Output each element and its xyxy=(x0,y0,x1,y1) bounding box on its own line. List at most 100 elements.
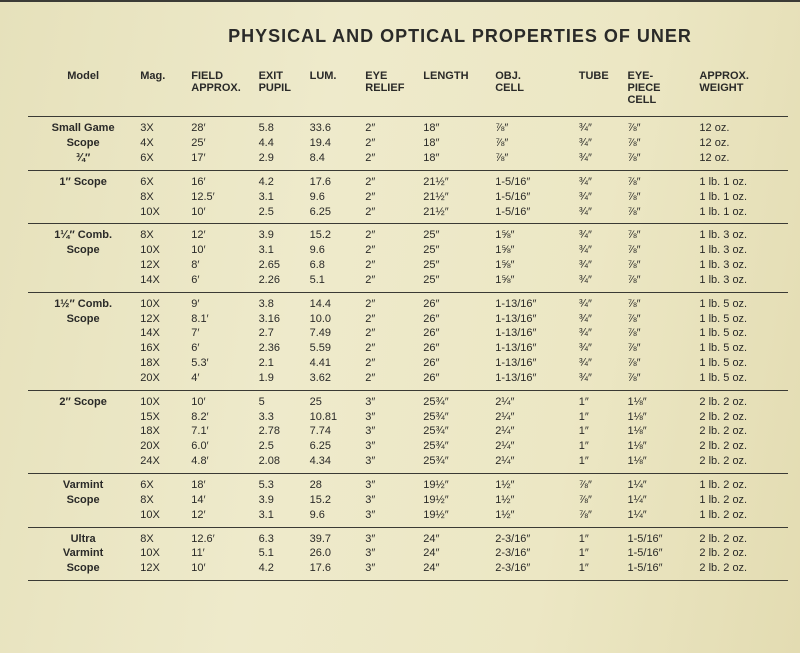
cell: 1 lb. 1 oz. xyxy=(697,170,788,189)
cell: 14.4 xyxy=(308,292,364,311)
cell: 26″ xyxy=(421,292,493,311)
cell: 18″ xyxy=(421,151,493,170)
model-line: Small Game xyxy=(30,121,136,136)
model-line: Ultra xyxy=(30,532,136,547)
table-row: 18X5.3′2.14.412″26″1-13/16″¾″⅞″1 lb. 5 o… xyxy=(28,356,788,371)
cell: 25″ xyxy=(421,258,493,273)
cell: 2¼″ xyxy=(493,390,577,409)
cell: 16′ xyxy=(189,170,256,189)
cell: 10.0 xyxy=(308,312,364,327)
cell: ¾″ xyxy=(577,170,626,189)
cell: 1-13/16″ xyxy=(493,341,577,356)
cell: 3″ xyxy=(363,493,421,508)
cell: 10′ xyxy=(189,561,256,580)
cell: 1″ xyxy=(577,561,626,580)
cell: 12.5′ xyxy=(189,190,256,205)
cell: 1½″ xyxy=(493,508,577,527)
cell: 3.62 xyxy=(308,371,364,390)
cell: 17.6 xyxy=(308,561,364,580)
model-cell: UltraVarmintScope xyxy=(28,527,138,581)
model-cell: VarmintScope xyxy=(28,474,138,528)
cell: 2″ xyxy=(363,371,421,390)
cell: 21½″ xyxy=(421,205,493,224)
cell: 10X xyxy=(138,508,189,527)
cell: ⅞″ xyxy=(493,136,577,151)
cell: ⅞″ xyxy=(625,273,697,292)
cell: 19½″ xyxy=(421,493,493,508)
cell: ¾″ xyxy=(577,312,626,327)
cell: 5 xyxy=(257,390,308,409)
cell: 1 lb. 3 oz. xyxy=(697,273,788,292)
col-obj: OBJ.CELL xyxy=(493,68,577,117)
cell: ¾″ xyxy=(577,371,626,390)
cell: 10′ xyxy=(189,390,256,409)
table-row: 16X6′2.365.592″26″1-13/16″¾″⅞″1 lb. 5 oz… xyxy=(28,341,788,356)
cell: 10′ xyxy=(189,205,256,224)
cell: ⅞″ xyxy=(625,170,697,189)
cell: 2.26 xyxy=(257,273,308,292)
cell: 18X xyxy=(138,424,189,439)
col-lum: LUM. xyxy=(308,68,364,117)
col-tube: TUBE xyxy=(577,68,626,117)
cell: 1″ xyxy=(577,546,626,561)
cell: 14′ xyxy=(189,493,256,508)
cell: 25¾″ xyxy=(421,424,493,439)
cell: 10.81 xyxy=(308,410,364,425)
cell: 2″ xyxy=(363,292,421,311)
model-line: 1″ Scope xyxy=(30,175,136,190)
cell: 1⅛″ xyxy=(625,424,697,439)
cell: 2″ xyxy=(363,224,421,243)
cell: 1 lb. 3 oz. xyxy=(697,224,788,243)
cell: 19½″ xyxy=(421,474,493,493)
cell: 2″ xyxy=(363,117,421,136)
table-row: 2″ Scope10X10′5253″25¾″2¼″1″1⅛″2 lb. 2 o… xyxy=(28,390,788,409)
cell: ¾″ xyxy=(577,151,626,170)
cell: 1 lb. 5 oz. xyxy=(697,292,788,311)
cell: ¾″ xyxy=(577,292,626,311)
cell: ⅞″ xyxy=(625,341,697,356)
cell: 8X xyxy=(138,224,189,243)
cell: 17′ xyxy=(189,151,256,170)
cell: 3″ xyxy=(363,454,421,473)
cell: ¾″ xyxy=(577,326,626,341)
table-row: UltraVarmintScope8X12.6′6.339.73″24″2-3/… xyxy=(28,527,788,546)
cell: 8X xyxy=(138,190,189,205)
table-row: 20X4′1.93.622″26″1-13/16″¾″⅞″1 lb. 5 oz. xyxy=(28,371,788,390)
cell: 19.4 xyxy=(308,136,364,151)
model-cell: 1″ Scope xyxy=(28,170,138,224)
cell: 2 lb. 2 oz. xyxy=(697,527,788,546)
cell: ¾″ xyxy=(577,243,626,258)
cell: ⅞″ xyxy=(625,224,697,243)
model-line: Scope xyxy=(30,243,136,258)
cell: 12 oz. xyxy=(697,151,788,170)
cell: 1 lb. 2 oz. xyxy=(697,493,788,508)
model-line: 1¼″ Comb. xyxy=(30,228,136,243)
cell: 1 lb. 5 oz. xyxy=(697,371,788,390)
cell: 2¼″ xyxy=(493,439,577,454)
table-row: 18X7.1′2.787.743″25¾″2¼″1″1⅛″2 lb. 2 oz. xyxy=(28,424,788,439)
cell: 9′ xyxy=(189,292,256,311)
cell: 1 lb. 5 oz. xyxy=(697,326,788,341)
cell: 1¼″ xyxy=(625,474,697,493)
cell: 2.1 xyxy=(257,356,308,371)
cell: 1 lb. 2 oz. xyxy=(697,508,788,527)
cell: 6′ xyxy=(189,341,256,356)
cell: 4.34 xyxy=(308,454,364,473)
cell: 1 lb. 3 oz. xyxy=(697,258,788,273)
cell: ⅞″ xyxy=(493,151,577,170)
cell: 4.4 xyxy=(257,136,308,151)
cell: 7.1′ xyxy=(189,424,256,439)
cell: 2 lb. 2 oz. xyxy=(697,546,788,561)
table-row: 10X10′2.56.252″21½″1-5/16″¾″⅞″1 lb. 1 oz… xyxy=(28,205,788,224)
cell: 4.2 xyxy=(257,561,308,580)
cell: 2¼″ xyxy=(493,454,577,473)
table-row: 4X25′4.419.42″18″⅞″¾″⅞″12 oz. xyxy=(28,136,788,151)
cell: 5.3′ xyxy=(189,356,256,371)
table-row: 14X6′2.265.12″25″1⅝″¾″⅞″1 lb. 3 oz. xyxy=(28,273,788,292)
cell: 3.3 xyxy=(257,410,308,425)
cell: 1-5/16″ xyxy=(625,527,697,546)
cell: 2-3/16″ xyxy=(493,561,577,580)
table-row: 6X17′2.98.42″18″⅞″¾″⅞″12 oz. xyxy=(28,151,788,170)
cell: 2 lb. 2 oz. xyxy=(697,424,788,439)
cell: 2.36 xyxy=(257,341,308,356)
